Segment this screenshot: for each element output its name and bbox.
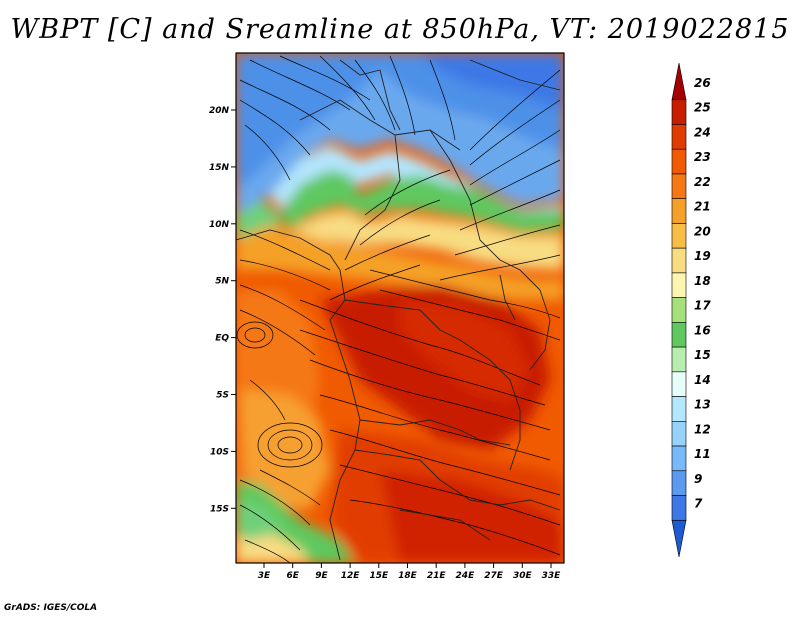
lon-tick-label: 33E [542, 571, 562, 581]
lon-tick-label: 18E [398, 571, 418, 581]
colorbar-swatch [671, 470, 687, 496]
latitude-axis: 20N 15N 10N 5N EQ 5S 10S 15S [209, 106, 236, 514]
lon-tick-label: 6E [286, 571, 299, 581]
streamlines [236, 55, 561, 563]
colorbar-label: 12 [694, 422, 711, 436]
colorbar-swatch [671, 124, 687, 150]
lat-tick-label: 5S [216, 391, 229, 401]
colorbar-label: 23 [694, 150, 711, 164]
colorbar-label: 9 [694, 472, 702, 486]
colorbar-label: 14 [694, 373, 711, 387]
colorbar-label: 11 [694, 447, 711, 461]
lat-tick-label: 10S [210, 447, 229, 457]
lon-tick-label: 21E [427, 571, 447, 581]
colorbar-swatch [671, 148, 687, 175]
colorbar-label: 16 [694, 323, 711, 337]
colorbar-swatch [671, 371, 687, 397]
lat-tick-label: 15N [209, 163, 230, 173]
colorbar-swatch [671, 495, 687, 521]
colorbar-label: 21 [694, 200, 711, 214]
colorbar-label: 24 [694, 125, 711, 139]
lat-tick-label: 15S [210, 504, 229, 514]
grads-credit: GrADS: IGES/COLA [4, 603, 98, 613]
lon-tick-label: 30E [513, 571, 533, 581]
colorbar-label: 26 [694, 76, 711, 90]
colorbar-swatch [671, 346, 687, 373]
lat-tick-label: 10N [209, 220, 230, 230]
colorbar-label: 19 [694, 249, 711, 263]
lon-tick-label: 12E [341, 571, 361, 581]
lon-tick-label: 24E [456, 571, 476, 581]
lon-tick-label: 3E [258, 571, 271, 581]
lat-tick-label: 5N [215, 277, 229, 287]
lon-tick-label: 9E [315, 571, 328, 581]
lat-tick-label: EQ [215, 334, 229, 344]
colorbar-label: 25 [694, 101, 711, 115]
longitude-axis: 3E 6E 9E 12E 15E 18E 21E 24E 27E 30E 33E [258, 563, 561, 581]
colorbar-label: 7 [694, 497, 703, 511]
colorbar-label: 17 [694, 299, 711, 313]
colorbar-swatch [671, 297, 687, 323]
colorbar-swatch [671, 421, 687, 447]
colorbar-swatch [671, 322, 687, 348]
lat-tick-label: 20N [209, 106, 230, 116]
colorbar-swatch [671, 396, 687, 422]
colorbar-swatch [671, 173, 687, 199]
colorbar-label: 15 [694, 348, 711, 362]
map-title: WBPT [C] and Sreamline at 850hPa, VT: 20… [10, 14, 790, 45]
map-frame [235, 52, 565, 564]
lon-tick-label: 15E [369, 571, 389, 581]
colorbar-swatch [671, 247, 687, 274]
colorbar-swatch [671, 519, 687, 558]
lon-tick-label: 27E [484, 571, 504, 581]
colorbar-label: 22 [694, 175, 711, 189]
colorbar-label: 13 [694, 398, 711, 412]
colorbar-swatch [671, 445, 687, 472]
colorbar-swatch [671, 62, 687, 101]
colorbar-swatch [671, 198, 687, 224]
country-borders [236, 59, 561, 561]
colorbar-swatch [671, 272, 687, 298]
colorbar-swatch [671, 99, 687, 125]
colorbar-label: 20 [694, 224, 711, 238]
colorbar-label: 18 [694, 274, 711, 288]
colorbar-swatch [671, 223, 687, 249]
colorbar: 26 25 24 23 22 21 20 19 18 17 16 15 14 13 12 11 9 7 [671, 62, 711, 558]
